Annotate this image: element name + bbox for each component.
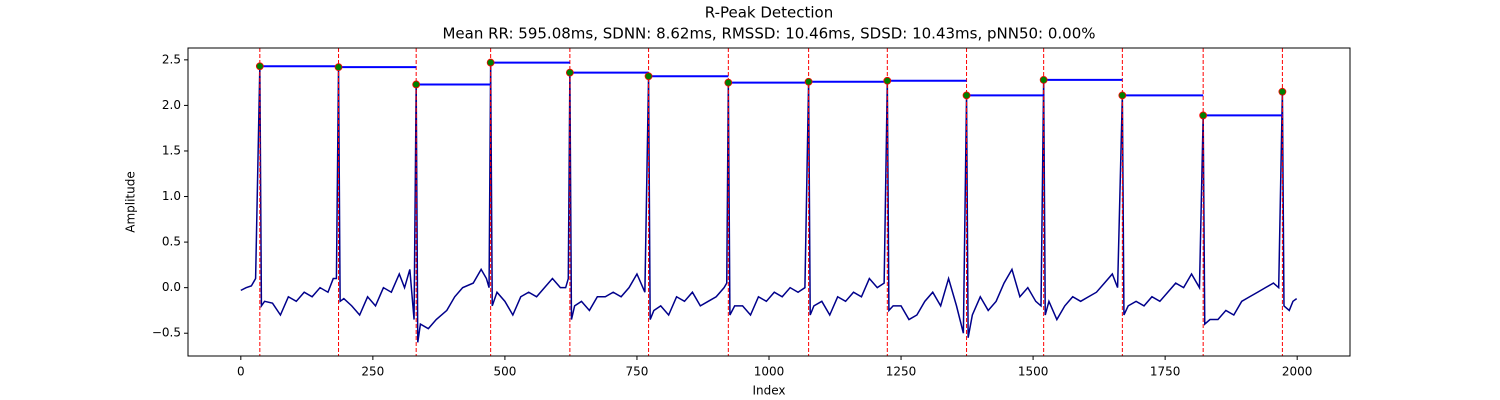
r-peak — [1278, 87, 1287, 96]
chart-title: R-Peak Detection — [705, 4, 833, 22]
x-tick-label: 250 — [361, 365, 384, 379]
x-tick-label: 1250 — [886, 365, 917, 379]
r-peak — [565, 68, 574, 77]
x-tick-label: 1000 — [754, 365, 785, 379]
r-peak — [1199, 111, 1208, 120]
x-tick-label: 750 — [626, 365, 649, 379]
x-tick-label: 500 — [493, 365, 516, 379]
r-peak — [1039, 75, 1048, 84]
r-peak — [644, 72, 653, 81]
r-peak — [334, 63, 343, 72]
x-tick-label: 0 — [237, 365, 245, 379]
x-tick-label: 2000 — [1282, 365, 1313, 379]
x-tick-label: 1500 — [1018, 365, 1049, 379]
y-tick-label: 2.0 — [162, 98, 181, 112]
y-tick-label: 1.5 — [162, 143, 181, 157]
r-peak — [962, 91, 971, 100]
r-peak — [412, 80, 421, 89]
plot-frame — [187, 47, 1351, 357]
chart-subtitle: Mean RR: 595.08ms, SDNN: 8.62ms, RMSSD: … — [442, 25, 1095, 43]
x-tick-label: 1750 — [1150, 365, 1181, 379]
r-peak — [255, 62, 264, 71]
r-peak — [486, 58, 495, 67]
y-tick-label: −0.5 — [152, 326, 181, 340]
y-tick-label: 2.5 — [162, 52, 181, 66]
y-axis-label: Amplitude — [124, 171, 138, 233]
r-peak — [1118, 91, 1127, 100]
r-peak — [883, 76, 892, 85]
y-tick-label: 1.0 — [162, 189, 181, 203]
y-tick-label: 0.5 — [162, 235, 181, 249]
r-peak — [724, 78, 733, 87]
x-axis-label: Index — [752, 384, 785, 398]
y-tick-label: 0.0 — [162, 280, 181, 294]
signal-line — [240, 62, 1298, 343]
r-peak — [804, 77, 813, 86]
